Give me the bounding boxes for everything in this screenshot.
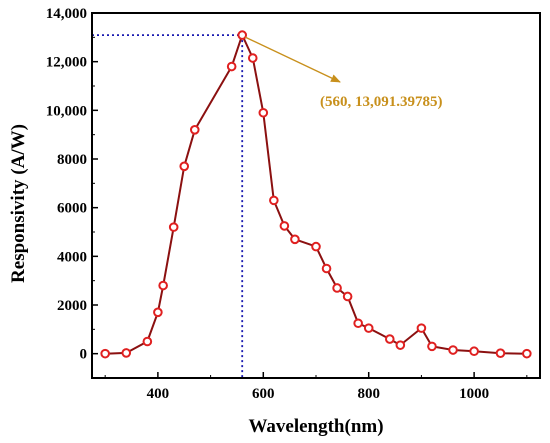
- y-tick-label: 2000: [57, 298, 87, 314]
- y-tick-label: 12,000: [46, 55, 87, 71]
- annotation-label: (560, 13,091.39785): [320, 94, 443, 110]
- data-point: [179, 161, 190, 172]
- data-point: [121, 348, 132, 358]
- y-tick-label: 8000: [57, 152, 87, 168]
- y-tick-label: 6000: [57, 201, 87, 217]
- x-tick-label: 1000: [459, 386, 489, 402]
- series-line: [105, 32, 527, 355]
- data-point: [142, 336, 153, 347]
- x-tick-label: 800: [357, 386, 380, 402]
- data-point: [100, 348, 110, 359]
- y-tick-label: 4000: [57, 249, 87, 265]
- data-point: [168, 222, 179, 232]
- series-layer: [100, 30, 532, 359]
- data-point: [290, 234, 300, 245]
- x-axis-ticks: 400 600 800 1000: [104, 372, 528, 402]
- data-point: [353, 318, 363, 329]
- data-point: [363, 323, 374, 333]
- data-point: [247, 53, 258, 63]
- data-point: [395, 340, 406, 350]
- data-point: [226, 61, 237, 72]
- x-tick-label: 400: [147, 386, 170, 402]
- x-tick-label: 600: [252, 386, 275, 402]
- data-point: [158, 280, 168, 291]
- data-point: [384, 334, 395, 344]
- data-point: [416, 323, 427, 333]
- data-point: [279, 221, 290, 231]
- data-point: [427, 341, 437, 352]
- data-point: [321, 263, 332, 274]
- annotation-arrow: [244, 36, 341, 83]
- y-tick-label: 14,000: [46, 6, 87, 22]
- data-point: [342, 291, 353, 302]
- y-tick-label: 10,000: [46, 103, 87, 119]
- data-point: [311, 241, 321, 252]
- y-axis-title: Responsivity (A/W): [8, 124, 29, 283]
- y-tick-label: 0: [80, 347, 88, 363]
- data-point: [189, 125, 200, 135]
- data-point: [237, 30, 248, 40]
- data-point: [495, 348, 506, 358]
- x-axis-title: Wavelength(nm): [248, 416, 383, 437]
- y-axis-ticks: 0 2000 4000 6000 8000 10,000 12,000 14,000: [46, 6, 98, 363]
- data-point: [448, 345, 458, 355]
- data-point: [332, 283, 342, 293]
- data-point: [469, 346, 479, 357]
- plot-frame: [91, 12, 541, 379]
- data-point: [269, 195, 279, 206]
- data-point: [258, 107, 269, 118]
- annotation-layer: (560, 13,091.39785): [244, 36, 443, 110]
- annotation-guides: [92, 34, 244, 378]
- data-point: [522, 348, 532, 359]
- data-point: [153, 307, 163, 318]
